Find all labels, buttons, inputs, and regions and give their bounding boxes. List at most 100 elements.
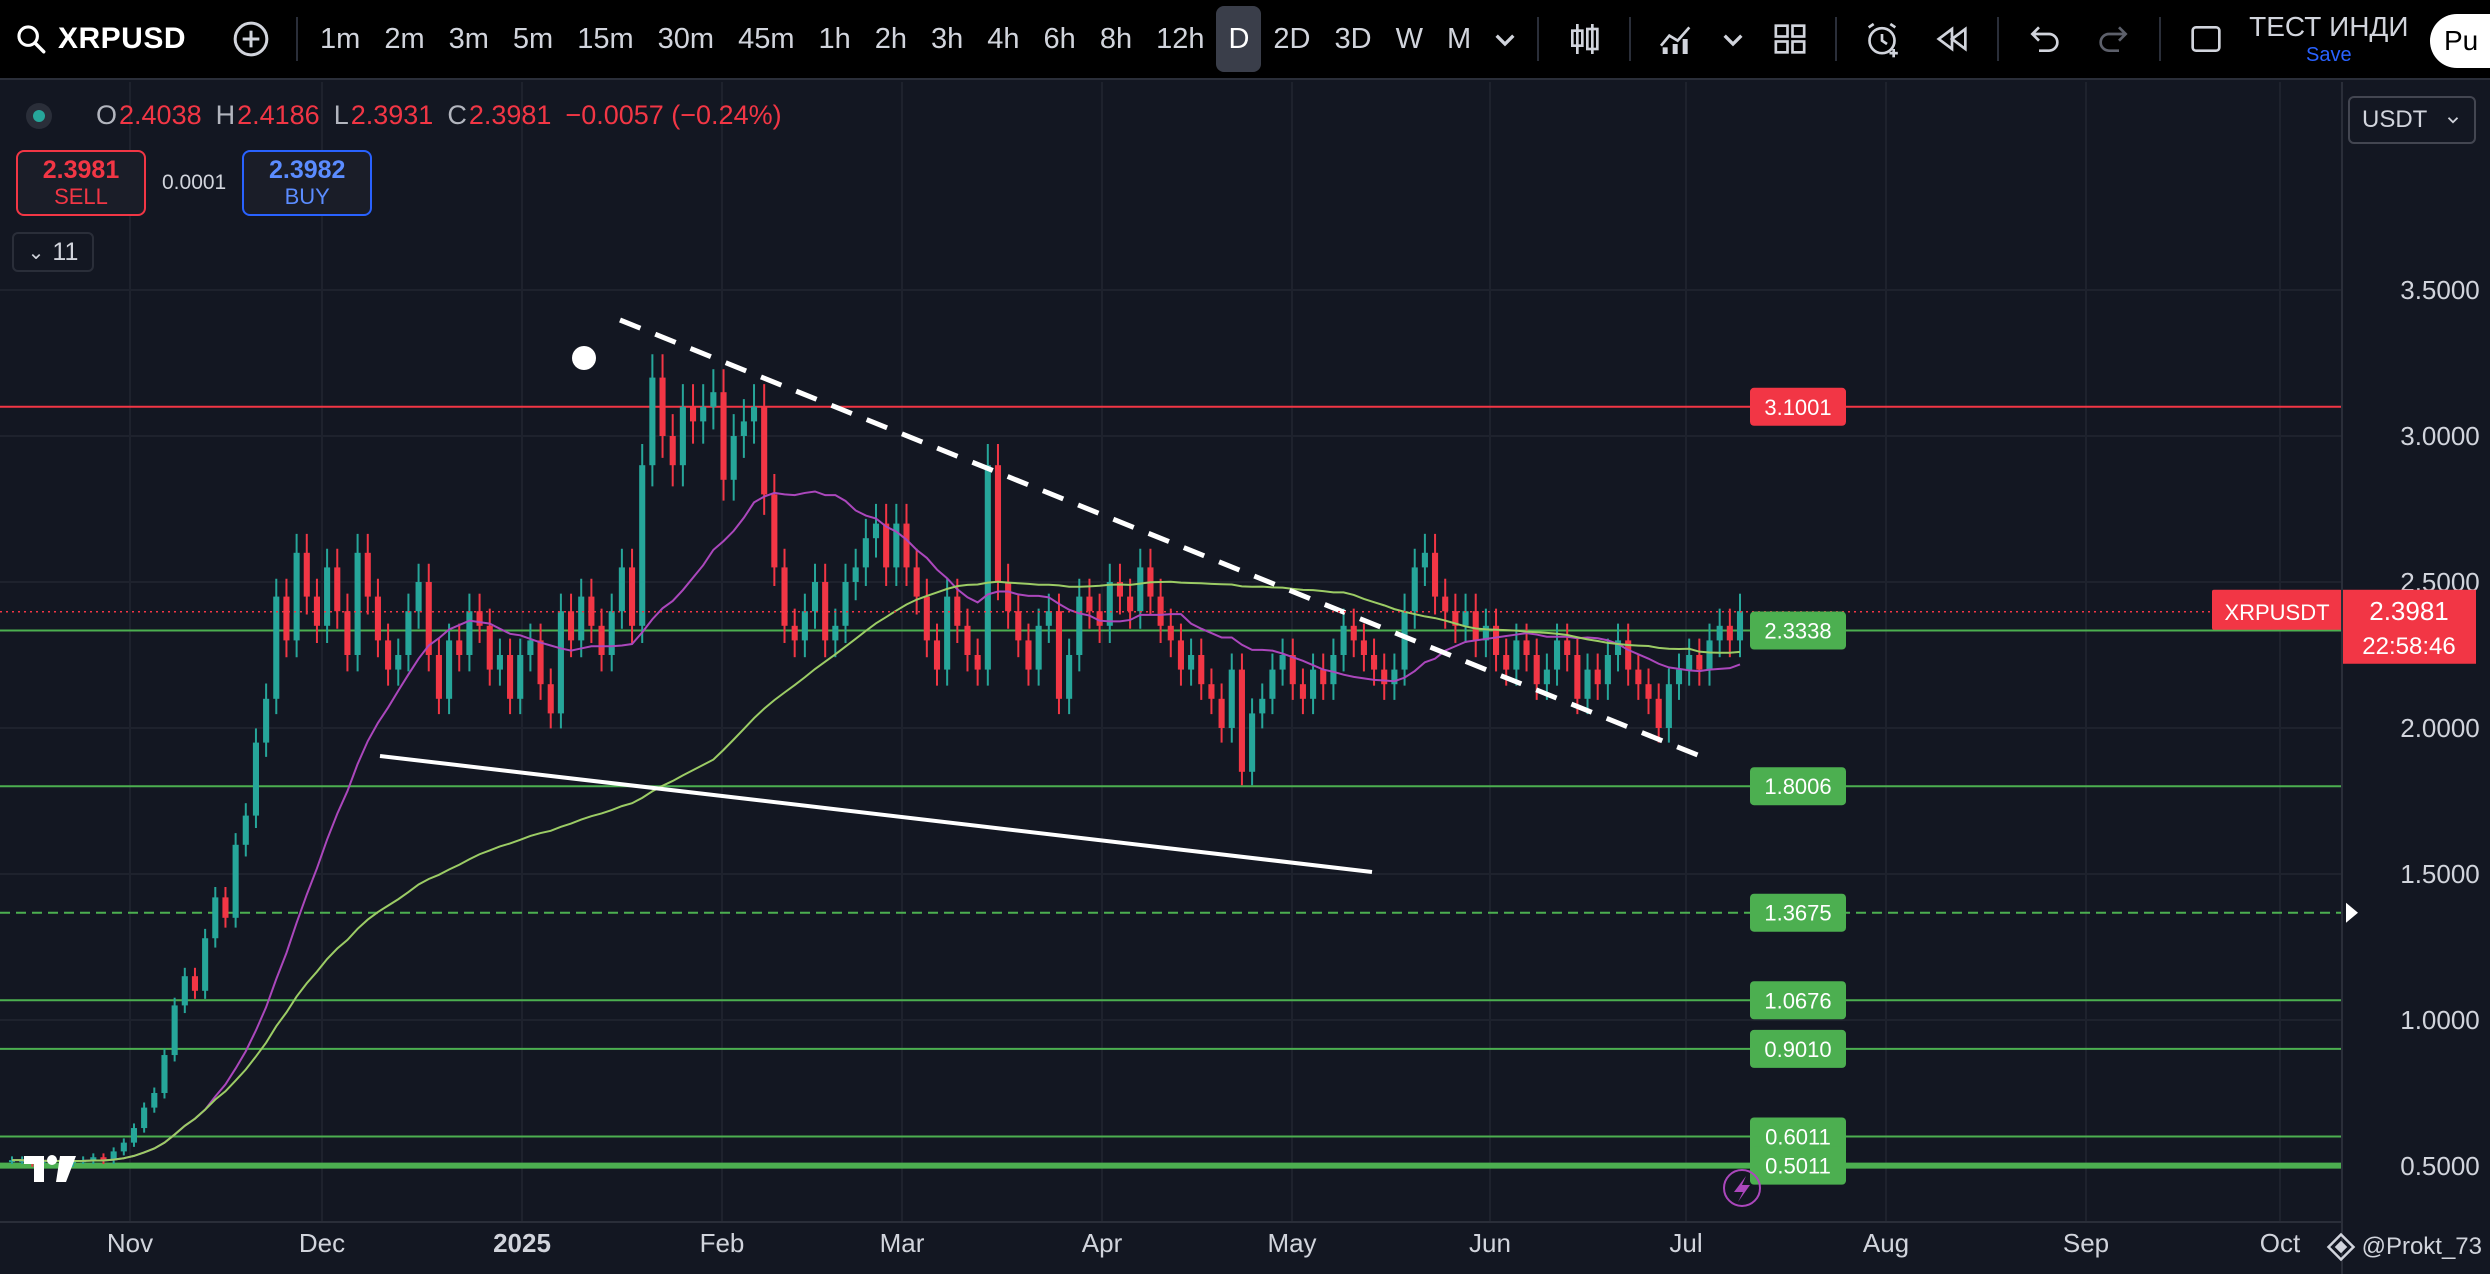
fullscreen-icon [2191, 26, 2221, 52]
interval-dropdown-button[interactable] [1483, 6, 1527, 72]
bar-countdown-label: 22:58:46 [2362, 633, 2455, 660]
interval-button-2d[interactable]: 2D [1273, 22, 1311, 55]
level-price-tag[interactable] [1750, 1146, 1846, 1185]
candle-body [171, 1005, 178, 1056]
candle-body [1675, 669, 1683, 685]
interval-button-45m[interactable]: 45m [738, 22, 795, 55]
candle-body [1635, 669, 1642, 685]
candle-body [263, 698, 270, 743]
level-price-tag[interactable] [1750, 611, 1846, 650]
interval-button-5m[interactable]: 5m [512, 22, 554, 55]
candle-body [446, 640, 453, 699]
candle-body [1360, 640, 1367, 655]
candle-body [1055, 611, 1063, 699]
interval-button-1h[interactable]: 1h [818, 22, 851, 55]
support-trendline[interactable] [379, 754, 1373, 874]
candle-body [1035, 625, 1042, 670]
interval-button-w[interactable]: W [1395, 22, 1423, 55]
candle-body [1706, 640, 1713, 670]
candle-body [1320, 669, 1327, 685]
candle-body [588, 596, 595, 626]
candle-body [1076, 596, 1083, 655]
candle-body [374, 596, 381, 641]
x-axis-tick-label: Dec [299, 1228, 345, 1258]
candle-body [1228, 669, 1235, 728]
candle-body [994, 465, 1002, 582]
saved-layout-button[interactable]: ТЕСТ ИНДИ Save [2249, 13, 2408, 66]
chart-type-button[interactable] [1549, 6, 1619, 72]
level-price-label: 0.9010 [1764, 1037, 1831, 1062]
interval-button-3d[interactable]: 3D [1334, 22, 1372, 55]
candle-body [547, 684, 554, 714]
alert-button[interactable] [1847, 6, 1917, 72]
interval-button-6h[interactable]: 6h [1043, 22, 1076, 55]
candle-body [242, 815, 249, 845]
currency-value: USDT [2362, 106, 2428, 133]
candle-body [110, 1151, 117, 1161]
layouts-button[interactable] [1755, 6, 1825, 72]
interval-button-30m[interactable]: 30m [657, 22, 715, 55]
level-price-tag[interactable] [1750, 893, 1846, 932]
sell-button[interactable]: 2.3981 SELL [16, 150, 146, 216]
candle-body [1411, 567, 1418, 612]
candle-body [486, 625, 493, 670]
candle-body [791, 625, 798, 641]
interval-button-8h[interactable]: 8h [1099, 22, 1133, 55]
compare-symbol-button[interactable] [216, 6, 286, 72]
replay-button[interactable] [1917, 6, 1987, 72]
toolbar-separator [1629, 17, 1632, 61]
candle-body [1736, 611, 1744, 641]
indicators-button[interactable] [1641, 6, 1711, 72]
fullscreen-button[interactable] [2171, 6, 2241, 72]
chevron-down-icon [1723, 34, 1743, 47]
candle-body [1218, 698, 1225, 728]
toolbar-separator [296, 17, 299, 61]
level-price-tag[interactable] [1750, 387, 1846, 426]
interval-button-12h[interactable]: 12h [1156, 22, 1205, 55]
interval-button-4h[interactable]: 4h [987, 22, 1020, 55]
author-credit: @Prokt_73 [2326, 1232, 2482, 1262]
interval-button-15m[interactable]: 15m [577, 22, 634, 55]
search-icon [17, 25, 46, 54]
publish-button[interactable]: Pu [2430, 14, 2490, 68]
candle-body [1289, 655, 1296, 685]
candle-body [568, 611, 575, 641]
lightning-icon[interactable] [1723, 1169, 1761, 1207]
chevron-down-icon [2447, 117, 2459, 124]
interval-button-1m[interactable]: 1m [320, 22, 361, 55]
candle-body [740, 421, 747, 436]
candle-body [1432, 552, 1439, 597]
descending-trendline[interactable] [619, 317, 1701, 759]
level-price-tag[interactable] [1750, 1029, 1846, 1068]
interval-button-3m[interactable]: 3m [448, 22, 489, 55]
level-price-label: 3.1001 [1764, 395, 1831, 420]
interval-button-2h[interactable]: 2h [874, 22, 908, 55]
level-price-tag[interactable] [1750, 1117, 1846, 1156]
interval-button-d[interactable]: D [1216, 6, 1262, 72]
indicators-dropdown-button[interactable] [1711, 6, 1755, 72]
symbol-search[interactable]: XRPUSD [0, 0, 216, 79]
candle-body [1096, 611, 1103, 626]
undo-button[interactable] [2009, 6, 2079, 72]
interval-button-3h[interactable]: 3h [931, 22, 964, 55]
candle-body [344, 611, 351, 655]
lightning-bolt-icon [1734, 1176, 1750, 1202]
buy-price: 2.3982 [269, 156, 346, 185]
chart-pane[interactable]: 3.5000 3.0000 2.5000 2.0000 1.5000 1.0000 0.50… [0, 82, 2490, 1274]
interval-button-2m[interactable]: 2m [384, 22, 425, 55]
alert-icon [1868, 22, 1898, 58]
buy-button[interactable]: 2.3982 BUY [242, 150, 373, 216]
indicators-toggle[interactable]: ⌄ 11 [12, 232, 94, 272]
toolbar-separator [1997, 17, 2000, 61]
level-price-tag[interactable] [1750, 767, 1846, 806]
buy-label: BUY [284, 183, 330, 209]
currency-select[interactable]: USDT [2348, 96, 2476, 144]
candle-body [466, 611, 473, 655]
interval-button-m[interactable]: M [1446, 22, 1472, 55]
candle-body [761, 406, 768, 495]
price-chart[interactable]: 3.50003.00002.50002.00001.50001.00000.50… [0, 82, 2490, 1274]
candle-body [1259, 698, 1266, 714]
redo-button[interactable] [2079, 6, 2149, 72]
candle-body [1137, 567, 1144, 612]
level-price-tag[interactable] [1750, 981, 1846, 1020]
